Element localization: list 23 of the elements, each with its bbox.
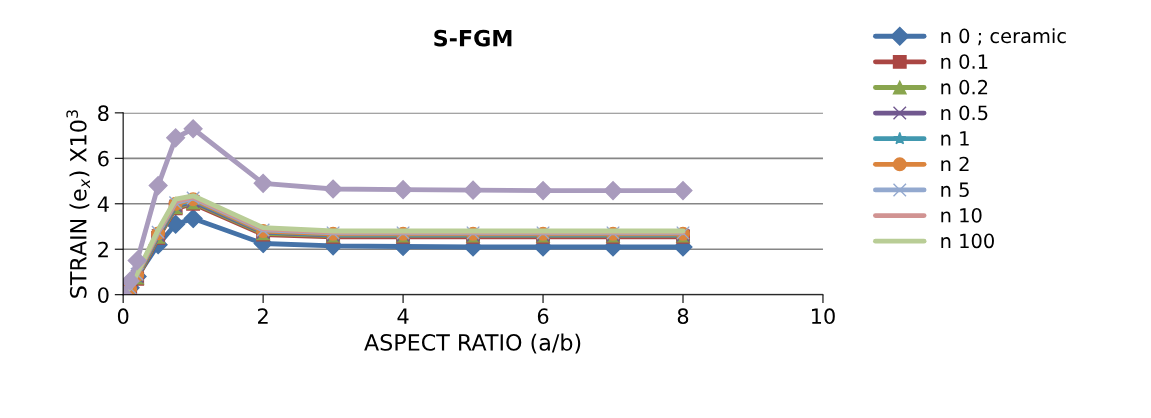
chart-title: S-FGM (434, 29, 512, 47)
x-tick-label: 4 (397, 308, 409, 324)
legend-label: n 0.5 (941, 105, 988, 121)
x-tick-label: 0 (117, 308, 129, 325)
y-tick-label: 4 (97, 196, 109, 212)
legend-label: n 0.1 (941, 54, 988, 69)
legend-label: n 1 (941, 131, 969, 146)
y-tick-label: 2 (98, 241, 108, 258)
x-tick-label: 8 (677, 308, 689, 325)
x-tick-label: 2 (258, 308, 268, 324)
legend-label: n 100 (941, 233, 994, 249)
x-tick-label: 10 (812, 308, 835, 325)
x-axis-title: ASPECT RATIO (a/b) (364, 333, 581, 354)
y-axis-title: STRAIN (e$_{x}$) X10$^{3}$ (66, 110, 91, 298)
legend-label: n 10 (941, 207, 982, 223)
y-tick-label: 0 (98, 287, 109, 303)
x-tick-label: 6 (537, 308, 549, 325)
legend-label: n 5 (941, 182, 969, 198)
y-tick-label: 6 (98, 150, 109, 167)
legend-label: n 0 ; ceramic (941, 28, 1066, 46)
y-tick-label: 8 (98, 105, 109, 122)
legend-label: n 0.2 (941, 79, 988, 95)
legend-label: n 2 (941, 156, 969, 172)
